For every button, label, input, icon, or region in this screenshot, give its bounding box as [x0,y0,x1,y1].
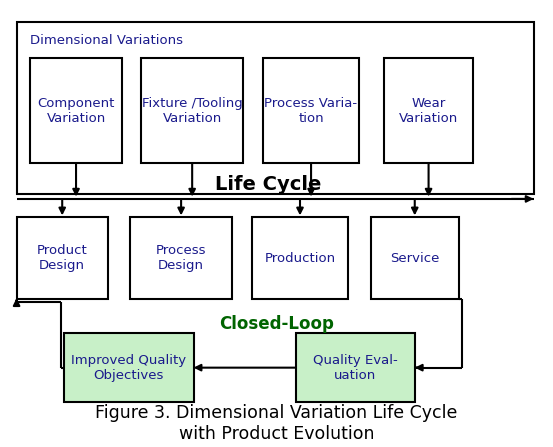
Text: Component
Variation: Component Variation [38,97,114,125]
Text: Service: Service [390,252,440,265]
FancyBboxPatch shape [371,217,459,299]
FancyBboxPatch shape [30,58,122,163]
FancyBboxPatch shape [141,58,243,163]
Text: Wear
Variation: Wear Variation [399,97,458,125]
FancyBboxPatch shape [130,217,232,299]
Text: Quality Eval-
uation: Quality Eval- uation [313,354,398,382]
Text: Process
Design: Process Design [156,244,206,272]
Text: Product
Design: Product Design [37,244,87,272]
Text: Dimensional Variations: Dimensional Variations [30,34,184,46]
FancyBboxPatch shape [17,217,108,299]
FancyBboxPatch shape [263,58,359,163]
Text: Fixture /Tooling
Variation: Fixture /Tooling Variation [142,97,243,125]
FancyBboxPatch shape [252,217,348,299]
Text: Figure 3. Dimensional Variation Life Cycle
with Product Evolution: Figure 3. Dimensional Variation Life Cyc… [95,404,458,443]
FancyBboxPatch shape [17,22,534,194]
FancyBboxPatch shape [384,58,473,163]
Text: Production: Production [264,252,336,265]
FancyBboxPatch shape [64,333,194,402]
Text: Life Cycle: Life Cycle [215,174,321,194]
Text: Improved Quality
Objectives: Improved Quality Objectives [71,354,186,382]
Text: Closed-Loop: Closed-Loop [219,315,334,333]
Text: Process Varia-
tion: Process Varia- tion [264,97,358,125]
FancyBboxPatch shape [296,333,415,402]
